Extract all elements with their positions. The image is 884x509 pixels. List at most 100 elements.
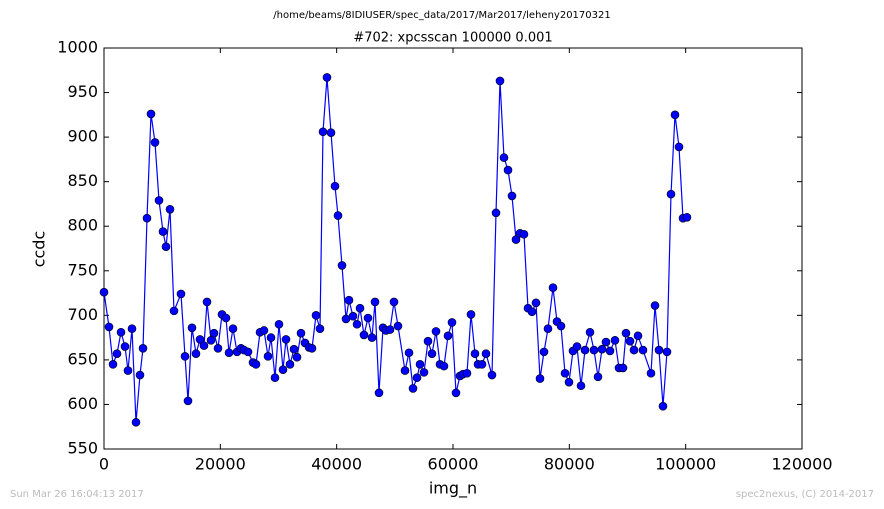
point xyxy=(202,297,212,307)
point xyxy=(116,327,126,337)
point xyxy=(161,242,171,252)
y-axis-label: ccdc xyxy=(30,231,49,268)
y-tick-label: 550 xyxy=(67,439,98,458)
x-tick-label: 100000 xyxy=(655,455,716,474)
point xyxy=(503,165,513,175)
point xyxy=(507,191,517,201)
point xyxy=(576,381,586,391)
point xyxy=(270,373,280,383)
point xyxy=(99,287,109,297)
point xyxy=(625,336,635,346)
point xyxy=(650,301,660,310)
point xyxy=(527,307,537,317)
point xyxy=(135,370,145,380)
point xyxy=(326,128,336,137)
point xyxy=(281,335,291,344)
point xyxy=(589,345,599,355)
point xyxy=(228,324,238,334)
point xyxy=(112,349,122,358)
y-tick-label: 800 xyxy=(67,216,98,235)
point xyxy=(597,344,607,354)
point xyxy=(682,213,692,222)
point xyxy=(292,352,302,362)
point xyxy=(477,360,487,369)
point xyxy=(131,417,141,427)
x-tick-label: 0 xyxy=(99,455,109,474)
point xyxy=(322,73,332,82)
y-tick-label: 1000 xyxy=(57,38,98,57)
y-tick-label: 950 xyxy=(67,82,98,101)
point xyxy=(213,344,223,353)
point xyxy=(251,360,261,369)
point xyxy=(531,298,541,308)
point xyxy=(243,347,253,357)
point xyxy=(355,303,365,313)
point xyxy=(374,388,384,398)
point xyxy=(670,110,680,120)
point xyxy=(224,348,234,358)
point xyxy=(466,310,476,319)
point xyxy=(330,181,340,191)
point xyxy=(278,365,288,374)
point xyxy=(311,311,321,320)
plot-frame xyxy=(103,47,803,450)
x-tick-label: 120000 xyxy=(771,455,832,474)
point xyxy=(408,384,418,393)
point xyxy=(389,297,399,307)
point xyxy=(285,360,295,369)
point xyxy=(367,333,377,342)
point xyxy=(393,321,403,331)
point xyxy=(123,366,133,375)
point xyxy=(337,261,347,270)
point xyxy=(674,142,684,152)
point xyxy=(127,324,137,334)
point xyxy=(318,127,328,137)
point xyxy=(539,347,549,357)
point xyxy=(176,289,186,299)
point xyxy=(195,335,205,344)
point xyxy=(662,347,672,357)
point xyxy=(169,306,179,316)
point xyxy=(638,345,648,355)
x-tick-label: 20000 xyxy=(195,455,246,474)
point xyxy=(462,368,472,378)
y-tick-label: 850 xyxy=(67,171,98,190)
point xyxy=(146,109,156,119)
point xyxy=(499,153,509,162)
point xyxy=(646,368,656,378)
point xyxy=(419,368,429,377)
point xyxy=(511,235,521,244)
point xyxy=(187,323,197,333)
point xyxy=(289,344,299,354)
x-tick-label: 60000 xyxy=(428,455,479,474)
x-tick-label: 40000 xyxy=(311,455,362,474)
point xyxy=(487,370,497,380)
point xyxy=(633,331,643,341)
point xyxy=(206,335,216,345)
point xyxy=(259,326,269,335)
point xyxy=(585,327,595,337)
point xyxy=(296,328,306,338)
point xyxy=(150,138,160,147)
point xyxy=(158,227,168,236)
point xyxy=(165,204,175,214)
point xyxy=(443,331,453,341)
point xyxy=(266,333,276,342)
y-tick-label: 600 xyxy=(67,394,98,413)
x-tick-label: 80000 xyxy=(544,455,595,474)
point xyxy=(621,328,631,338)
y-tick-label: 900 xyxy=(67,127,98,146)
point xyxy=(666,189,676,199)
point xyxy=(423,336,433,346)
point xyxy=(348,311,358,321)
point xyxy=(221,313,231,323)
x-axis-label: img_n xyxy=(429,479,477,499)
chart-subtitle: #702: xpcsscan 100000 0.001 xyxy=(353,31,552,46)
point xyxy=(191,349,201,358)
point xyxy=(556,321,566,331)
point xyxy=(412,373,422,383)
point xyxy=(138,344,148,353)
point xyxy=(333,211,343,220)
